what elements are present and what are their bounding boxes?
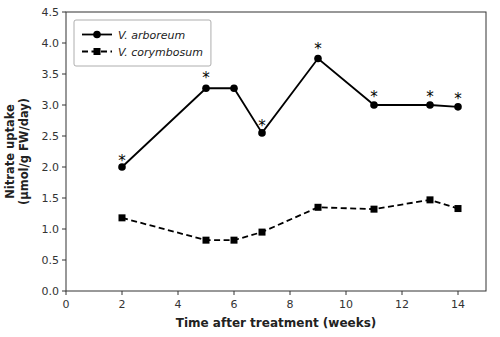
y-tick bbox=[62, 105, 66, 106]
data-point bbox=[315, 204, 322, 211]
y-tick-label: 0.5 bbox=[42, 254, 60, 267]
plot-area bbox=[118, 55, 462, 244]
data-point bbox=[231, 237, 238, 244]
x-tick bbox=[66, 291, 67, 295]
annotation: * bbox=[258, 117, 266, 135]
x-tick-label: 8 bbox=[287, 298, 294, 311]
y-tick-label: 3.0 bbox=[42, 99, 60, 112]
x-tick-label: 6 bbox=[231, 298, 238, 311]
annotation: * bbox=[202, 69, 210, 87]
y-tick-label: 2.0 bbox=[42, 161, 60, 174]
legend-box bbox=[74, 20, 211, 66]
x-tick-label: 14 bbox=[451, 298, 465, 311]
x-tick bbox=[290, 291, 291, 295]
annotation: * bbox=[426, 88, 434, 106]
annotation: * bbox=[454, 90, 462, 108]
series-line bbox=[122, 59, 458, 168]
y-tick bbox=[62, 291, 66, 292]
x-tick bbox=[234, 291, 235, 295]
legend-marker bbox=[93, 31, 101, 39]
y-axis-label: Nitrate uptake(μmol/g FW/day) bbox=[3, 98, 31, 205]
y-tick bbox=[62, 167, 66, 168]
x-tick-label: 12 bbox=[395, 298, 409, 311]
annotation: * bbox=[370, 88, 378, 106]
x-tick bbox=[458, 291, 459, 295]
y-tick-label: 3.5 bbox=[42, 68, 60, 81]
y-tick-label: 2.5 bbox=[42, 130, 60, 143]
y-tick-label: 4.0 bbox=[42, 37, 60, 50]
y-axis-label-line: (μmol/g FW/day) bbox=[17, 98, 31, 205]
data-point bbox=[371, 206, 378, 213]
data-point bbox=[203, 237, 210, 244]
annotation: * bbox=[118, 152, 126, 170]
x-tick-label: 10 bbox=[339, 298, 353, 311]
y-axis-label-line: Nitrate uptake bbox=[3, 104, 17, 199]
y-tick-label: 4.5 bbox=[42, 6, 60, 19]
y-tick-label: 0.0 bbox=[42, 285, 60, 298]
x-tick bbox=[402, 291, 403, 295]
legend-label: V. arboreum bbox=[118, 29, 185, 42]
data-point bbox=[455, 205, 462, 212]
data-point bbox=[427, 196, 434, 203]
y-tick bbox=[62, 12, 66, 13]
x-tick-label: 4 bbox=[175, 298, 182, 311]
data-point bbox=[230, 84, 238, 92]
x-tick-label: 0 bbox=[63, 298, 70, 311]
x-axis-label: Time after treatment (weeks) bbox=[176, 316, 377, 330]
y-tick-label: 1.5 bbox=[42, 192, 60, 205]
chart: 0 2 4 6 8 10 12 14 0.0 0.5 1.0 1.5 2.0 2.5 3.0 3.5 4.0 4.… bbox=[0, 0, 500, 337]
x-tick bbox=[178, 291, 179, 295]
y-tick-label: 1.0 bbox=[42, 223, 60, 236]
legend-label: V. corymbosum bbox=[118, 46, 203, 59]
y-tick bbox=[62, 74, 66, 75]
x-tick bbox=[346, 291, 347, 295]
y-tick bbox=[62, 198, 66, 199]
x-tick bbox=[122, 291, 123, 295]
y-tick bbox=[62, 136, 66, 137]
data-point bbox=[119, 214, 126, 221]
plot-frame bbox=[66, 12, 486, 291]
legend-marker bbox=[94, 48, 101, 55]
series-line bbox=[122, 200, 458, 240]
y-tick bbox=[62, 229, 66, 230]
y-tick bbox=[62, 260, 66, 261]
x-tick-label: 2 bbox=[119, 298, 126, 311]
data-point bbox=[259, 229, 266, 236]
y-tick bbox=[62, 43, 66, 44]
legend: V. arboreum V. corymbosum bbox=[74, 20, 211, 66]
annotation: * bbox=[314, 40, 322, 58]
